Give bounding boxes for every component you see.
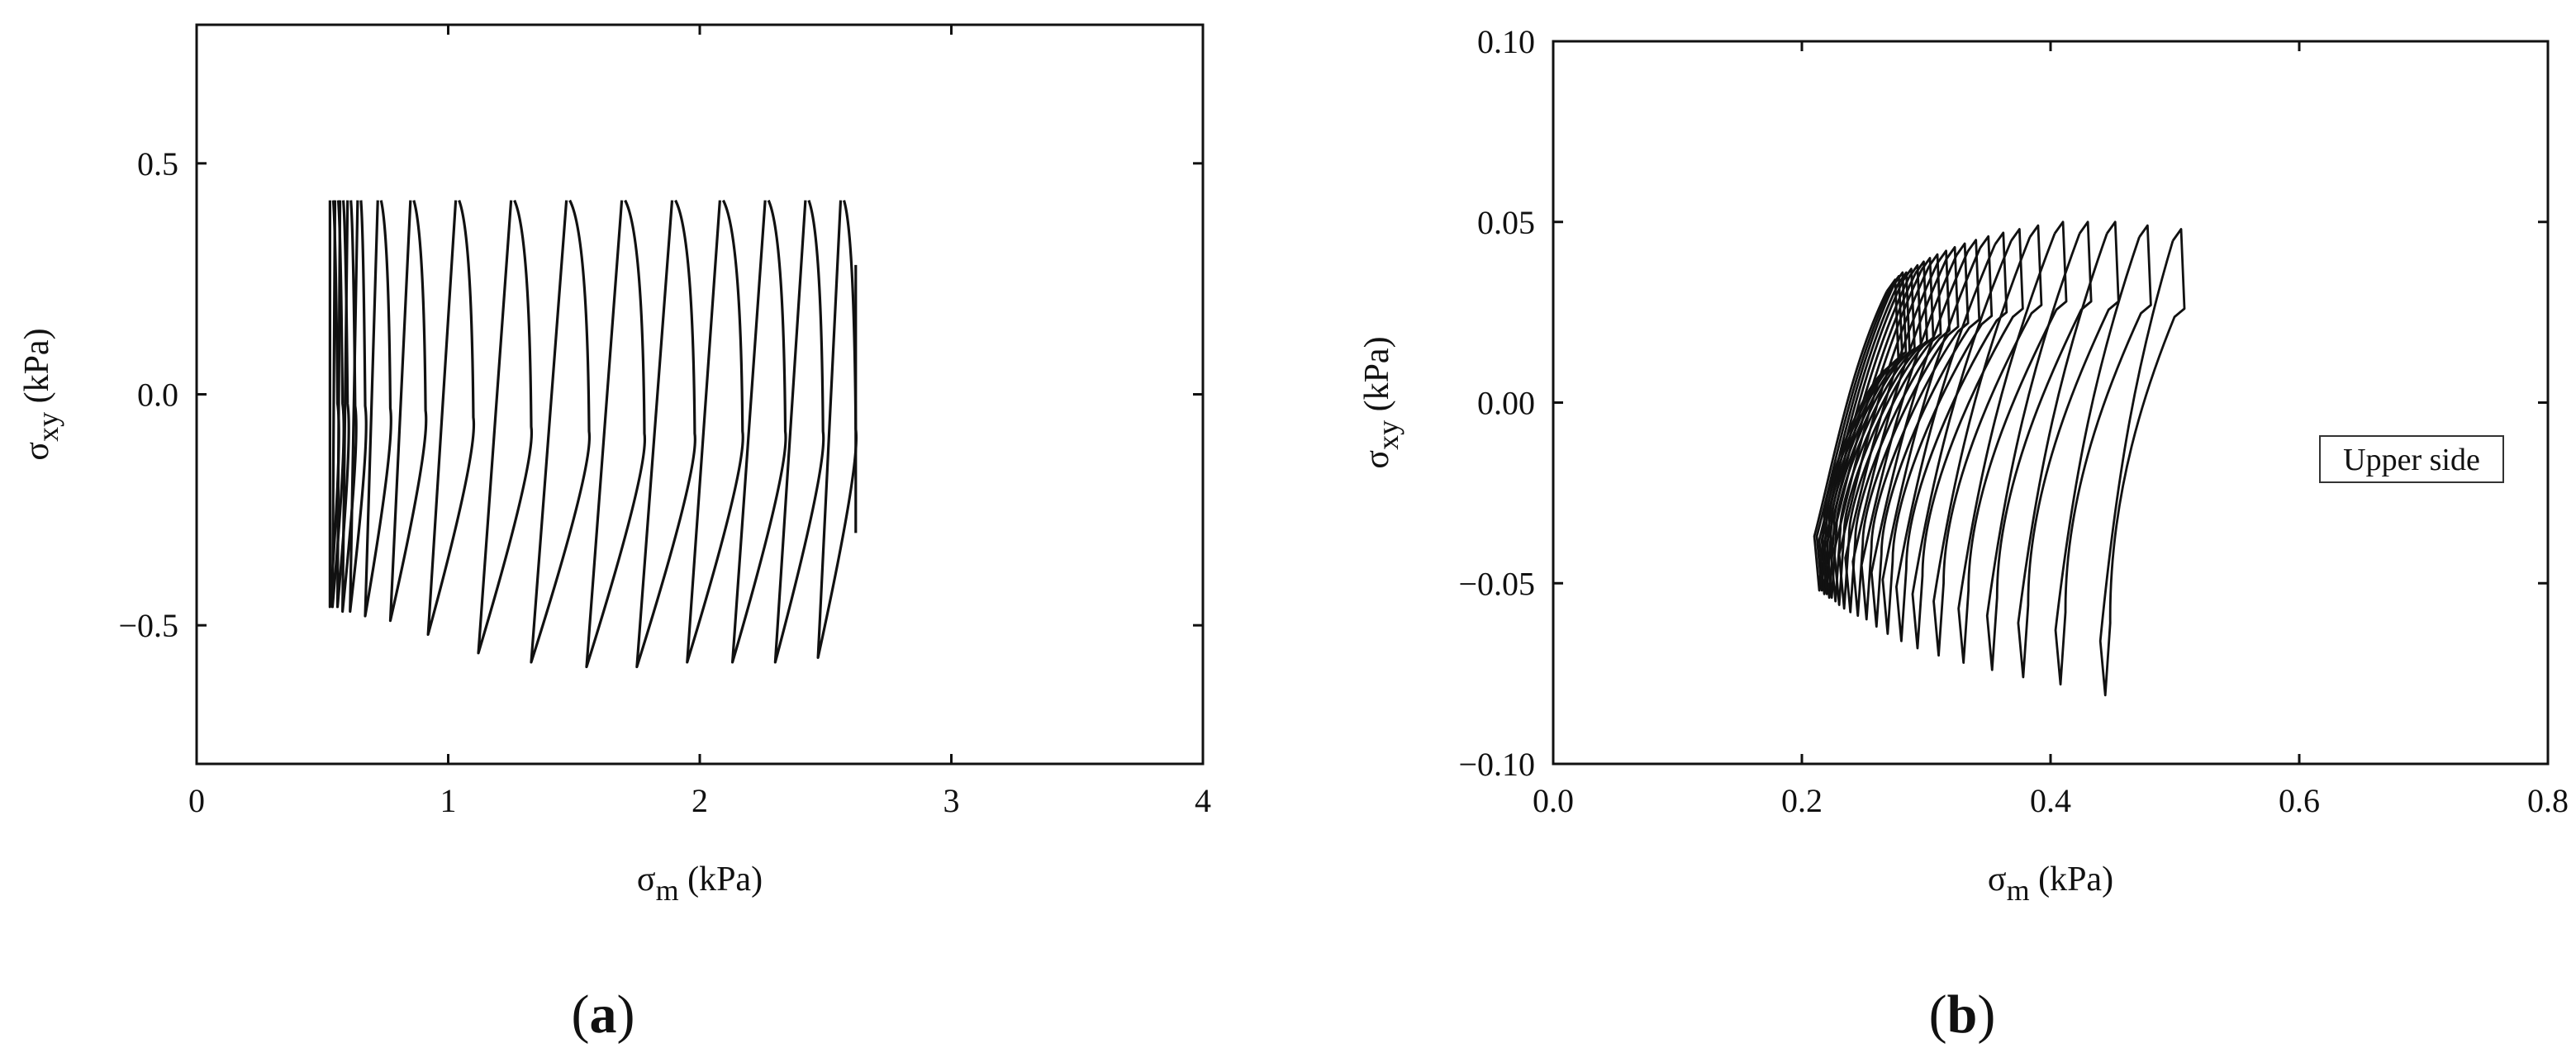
data-loop xyxy=(426,199,476,636)
data-curve xyxy=(1895,231,2008,642)
y-axis-label-unit: (kPa) xyxy=(1358,336,1396,420)
data-curve xyxy=(1881,235,1994,635)
panel-label-close: ) xyxy=(617,984,635,1045)
data-loop xyxy=(730,199,787,664)
x-tick-label: 4 xyxy=(1195,782,1211,819)
data-curve xyxy=(1844,249,1951,614)
y-tick-label: 0.00 xyxy=(1477,385,1535,422)
y-axis-label: σxy (kPa) xyxy=(1358,336,1404,468)
data-curve xyxy=(1829,260,1928,603)
x-tick-label: 0.4 xyxy=(2030,782,2071,819)
panel-label: (a) xyxy=(572,984,635,1045)
data-loop xyxy=(530,199,592,664)
x-axis-label: σm (kPa) xyxy=(637,861,763,907)
x-tick-label: 0.6 xyxy=(2279,782,2320,819)
data-loop xyxy=(388,200,428,623)
data-curve xyxy=(1820,271,1911,595)
y-axis-label-subscript: xy xyxy=(1371,420,1404,450)
x-tick-label: 2 xyxy=(692,782,708,819)
data-curve xyxy=(1851,245,1960,618)
data-loop xyxy=(477,199,534,655)
x-axis-label-subscript: m xyxy=(656,874,679,907)
x-tick-label: 3 xyxy=(943,782,960,819)
x-tick-label: 0 xyxy=(188,782,205,819)
x-axis-label-subscript: m xyxy=(2007,874,2030,907)
x-tick-label: 0.2 xyxy=(1781,782,1823,819)
data-curve xyxy=(1985,220,2093,671)
data-loop xyxy=(349,200,368,614)
x-axis-label-unit: (kPa) xyxy=(679,861,763,898)
data-curve xyxy=(1957,220,2068,664)
data-curve xyxy=(1932,224,2043,657)
y-axis-label-subscript: xy xyxy=(31,412,64,442)
data-loop xyxy=(585,199,647,669)
y-tick-label: −0.05 xyxy=(1458,565,1535,602)
x-axis-label-symbol: σ xyxy=(637,861,656,898)
panel-label: (b) xyxy=(1929,984,1996,1045)
y-tick-label: 0.0 xyxy=(137,377,178,414)
panel-a-chart: 0 1 2 3 4−0.50.00.5σm (kPa)σxy (kPa)(a) xyxy=(18,23,1211,1045)
data-curve xyxy=(2054,224,2152,686)
x-tick-label: 1 xyxy=(440,782,457,819)
panel-label-open: ( xyxy=(572,984,590,1045)
legend-box xyxy=(2319,435,2504,483)
y-tick-label: 0.05 xyxy=(1477,204,1535,241)
data-loop xyxy=(773,199,825,664)
x-axis-label-symbol: σ xyxy=(1988,861,2007,898)
x-axis-label-unit: (kPa) xyxy=(2030,861,2113,898)
x-tick-label: 0.8 xyxy=(2527,782,2569,819)
y-axis-label-unit: (kPa) xyxy=(18,328,56,411)
data-curve xyxy=(1870,239,1981,628)
x-axis-label: σm (kPa) xyxy=(1988,861,2113,907)
y-axis-label: σxy (kPa) xyxy=(18,328,64,460)
plot-frame xyxy=(1552,40,2550,766)
x-tick-label: 0.0 xyxy=(1533,782,1574,819)
data-curve xyxy=(1815,274,1903,592)
y-tick-label: −0.5 xyxy=(118,607,178,644)
y-tick-label: 0.5 xyxy=(137,145,178,183)
legend-label: Upper side xyxy=(2343,443,2480,477)
data-curve xyxy=(1837,253,1942,610)
data-curve xyxy=(1825,263,1922,600)
data-curve xyxy=(2098,228,2186,697)
data-loop xyxy=(364,200,392,618)
panel-label-letter: a xyxy=(590,984,617,1045)
data-loop xyxy=(686,199,744,664)
y-tick-label: −0.10 xyxy=(1458,746,1535,783)
data-loop xyxy=(635,199,696,669)
y-axis-label-symbol: σ xyxy=(18,442,56,461)
panel-label-open: ( xyxy=(1929,984,1947,1045)
panel-label-letter: b xyxy=(1947,984,1978,1045)
panel-label-close: ) xyxy=(1977,984,1995,1045)
panel-b-chart: 0.0 0.2 0.4 0.6 0.8 −0.10 −0.05 0.00 0.05 0.10 σm … xyxy=(1358,23,2569,1045)
y-axis-label-symbol: σ xyxy=(1358,450,1396,469)
y-tick-label: 0.10 xyxy=(1477,23,1535,60)
data-curve xyxy=(2017,220,2120,679)
